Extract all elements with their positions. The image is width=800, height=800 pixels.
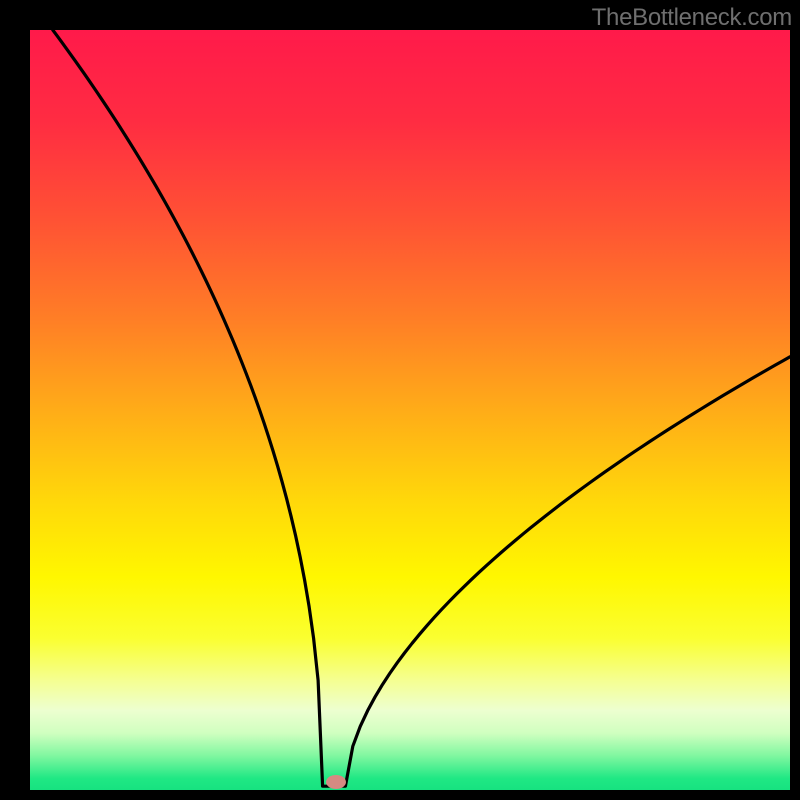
chart-canvas: TheBottleneck.com [0, 0, 800, 800]
watermark-text: TheBottleneck.com [592, 4, 792, 32]
bottleneck-curve [30, 30, 790, 790]
plot-area [30, 30, 790, 790]
